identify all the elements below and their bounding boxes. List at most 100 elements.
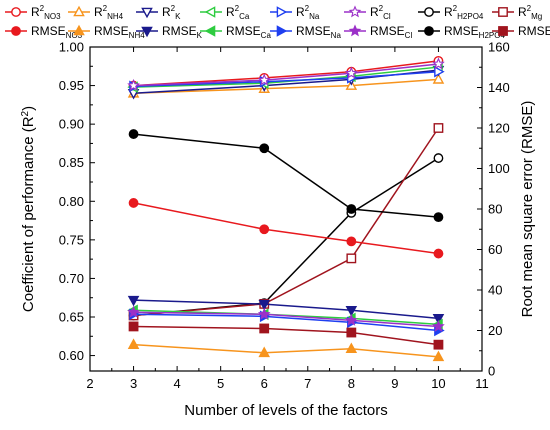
data-point-RMSENH4-x3 xyxy=(127,338,140,349)
legend-label-RMSECa: RMSECa xyxy=(226,24,271,40)
y-left-tick-label: 0.60 xyxy=(59,348,84,363)
legend-label-R2Na: R2Na xyxy=(296,4,320,21)
data-point-RMSENO3-x6 xyxy=(259,224,270,235)
series-line-RMSENH4 xyxy=(133,343,439,358)
y-left-tick-label: 0.75 xyxy=(59,232,84,247)
legend-label-R2Cl: R2Cl xyxy=(370,4,391,21)
data-point-RMSEMg-x10 xyxy=(433,339,444,350)
x-axis-title: Number of levels of the factors xyxy=(184,402,387,419)
legend-marker-RMSECl xyxy=(348,24,362,37)
legend-marker-RMSENa xyxy=(276,25,288,37)
legend-label-RMSENO3: RMSENO3 xyxy=(31,24,83,40)
legend-marker-RMSEMg xyxy=(498,26,508,36)
series-line-RMSEK xyxy=(133,299,439,320)
x-tick-label: 7 xyxy=(304,376,311,391)
legend-marker-R2Cl xyxy=(348,5,362,18)
data-point-R2Cl-x6 xyxy=(257,73,271,86)
y-right-tick-label: 140 xyxy=(488,80,510,95)
data-point-R2Cl-x8 xyxy=(345,66,358,79)
y-left-tick-label: 0.85 xyxy=(59,155,84,170)
data-point-RMSEH2PO4-x3 xyxy=(128,129,139,139)
legend-label-RMSENa: RMSENa xyxy=(296,24,341,40)
data-point-RMSECl-x3 xyxy=(127,305,140,318)
y-left-axis-title: Coefficient of performance (R2) xyxy=(20,106,38,312)
legend-marker-R2K xyxy=(141,7,153,19)
x-tick-label: 3 xyxy=(130,376,137,391)
data-point-R2Cl-x3 xyxy=(127,78,140,91)
data-point-RMSEK-x10 xyxy=(432,314,445,325)
legend-marker-R2Mg xyxy=(498,7,508,17)
data-point-RMSEH2PO4-x6 xyxy=(259,143,270,154)
series-line-RMSECl xyxy=(133,311,439,328)
data-point-RMSECl-x6 xyxy=(257,307,271,320)
data-point-RMSEK-x6 xyxy=(258,299,271,311)
y-left-tick-label: 0.95 xyxy=(59,78,84,93)
series-line-R2Mg xyxy=(133,127,440,317)
y-left-tick-label: 0.90 xyxy=(59,117,84,132)
legend-marker-RMSECa xyxy=(204,25,216,37)
y-right-tick-label: 80 xyxy=(488,202,502,217)
data-point-RMSEMg-x8 xyxy=(346,327,357,338)
legend-marker-R2Na xyxy=(276,6,288,18)
data-point-RMSENO3-x10 xyxy=(433,248,444,259)
data-point-RMSENO3-x3 xyxy=(128,198,139,208)
legend-label-R2Ca: R2Ca xyxy=(226,4,250,21)
x-tick-label: 2 xyxy=(86,376,93,391)
x-tick-label: 6 xyxy=(261,376,268,391)
data-point-RMSEH2PO4-x10 xyxy=(433,212,444,223)
series-line-RMSENa xyxy=(133,313,439,332)
x-tick-label: 4 xyxy=(173,376,180,391)
legend-label-RMSEMg: RMSEMg xyxy=(518,24,550,40)
legend-label-RMSEK: RMSEK xyxy=(162,24,203,40)
legend-marker-R2Ca xyxy=(204,6,216,18)
series-line-R2NH4 xyxy=(133,78,439,95)
legend-label-R2NO3: R2NO3 xyxy=(31,4,61,21)
y-left-tick-label: 0.70 xyxy=(59,271,84,286)
series-line-R2Cl xyxy=(133,63,439,87)
x-tick-label: 9 xyxy=(391,376,398,391)
plot-frame xyxy=(89,46,483,372)
y-right-tick-label: 20 xyxy=(488,323,502,338)
x-tick-label: 11 xyxy=(475,376,489,391)
series-line-R2Na xyxy=(133,70,439,88)
data-point-RMSEMg-x6 xyxy=(259,323,270,334)
series-line-RMSEMg xyxy=(133,325,439,346)
y-left-tick-label: 0.65 xyxy=(59,310,84,325)
y-left-tick-label: 1.00 xyxy=(59,40,84,55)
legend-marker-RMSENO3 xyxy=(11,26,21,36)
data-point-RMSECl-x8 xyxy=(345,313,358,326)
y-right-tick-label: 60 xyxy=(488,242,502,257)
y-right-tick-label: 120 xyxy=(488,121,510,136)
y-left-tick-label: 0.80 xyxy=(59,194,84,209)
series-line-R2NO3 xyxy=(133,60,439,87)
data-point-R2Mg-x10 xyxy=(433,123,444,133)
data-point-RMSENO3-x8 xyxy=(346,236,357,247)
legend-label-R2NH4: R2NH4 xyxy=(94,4,124,21)
y-right-tick-label: 0 xyxy=(488,364,495,379)
legend-marker-RMSENH4 xyxy=(73,24,85,36)
x-tick-label: 8 xyxy=(348,376,355,391)
legend-marker-RMSEH2PO4 xyxy=(424,26,434,36)
legend-label-RMSECl: RMSECl xyxy=(370,24,412,40)
series-line-RMSECa xyxy=(133,309,439,326)
data-point-R2H2PO4-x10 xyxy=(433,153,444,163)
data-point-RMSEMg-x3 xyxy=(128,321,139,332)
series-line-RMSEH2PO4 xyxy=(133,133,439,218)
data-point-R2Na-x10 xyxy=(434,65,445,78)
x-tick-label: 10 xyxy=(431,376,445,391)
data-point-RMSECl-x10 xyxy=(432,319,445,332)
data-point-R2Cl-x10 xyxy=(432,57,445,70)
legend-label-R2H2PO4: R2H2PO4 xyxy=(444,4,484,21)
y-right-tick-label: 100 xyxy=(488,161,510,176)
data-point-RMSEK-x3 xyxy=(127,295,140,307)
legend-marker-R2NO3 xyxy=(11,7,21,17)
data-point-RMSEH2PO4-x8 xyxy=(346,204,357,214)
legend-marker-R2NH4 xyxy=(73,5,85,17)
legend-label-R2Mg: R2Mg xyxy=(518,4,542,21)
data-point-RMSENH4-x10 xyxy=(432,350,445,362)
legend-label-RMSEH2PO4: RMSEH2PO4 xyxy=(444,24,505,40)
legend-marker-R2H2PO4 xyxy=(424,7,434,17)
y-right-tick-label: 40 xyxy=(488,283,502,298)
